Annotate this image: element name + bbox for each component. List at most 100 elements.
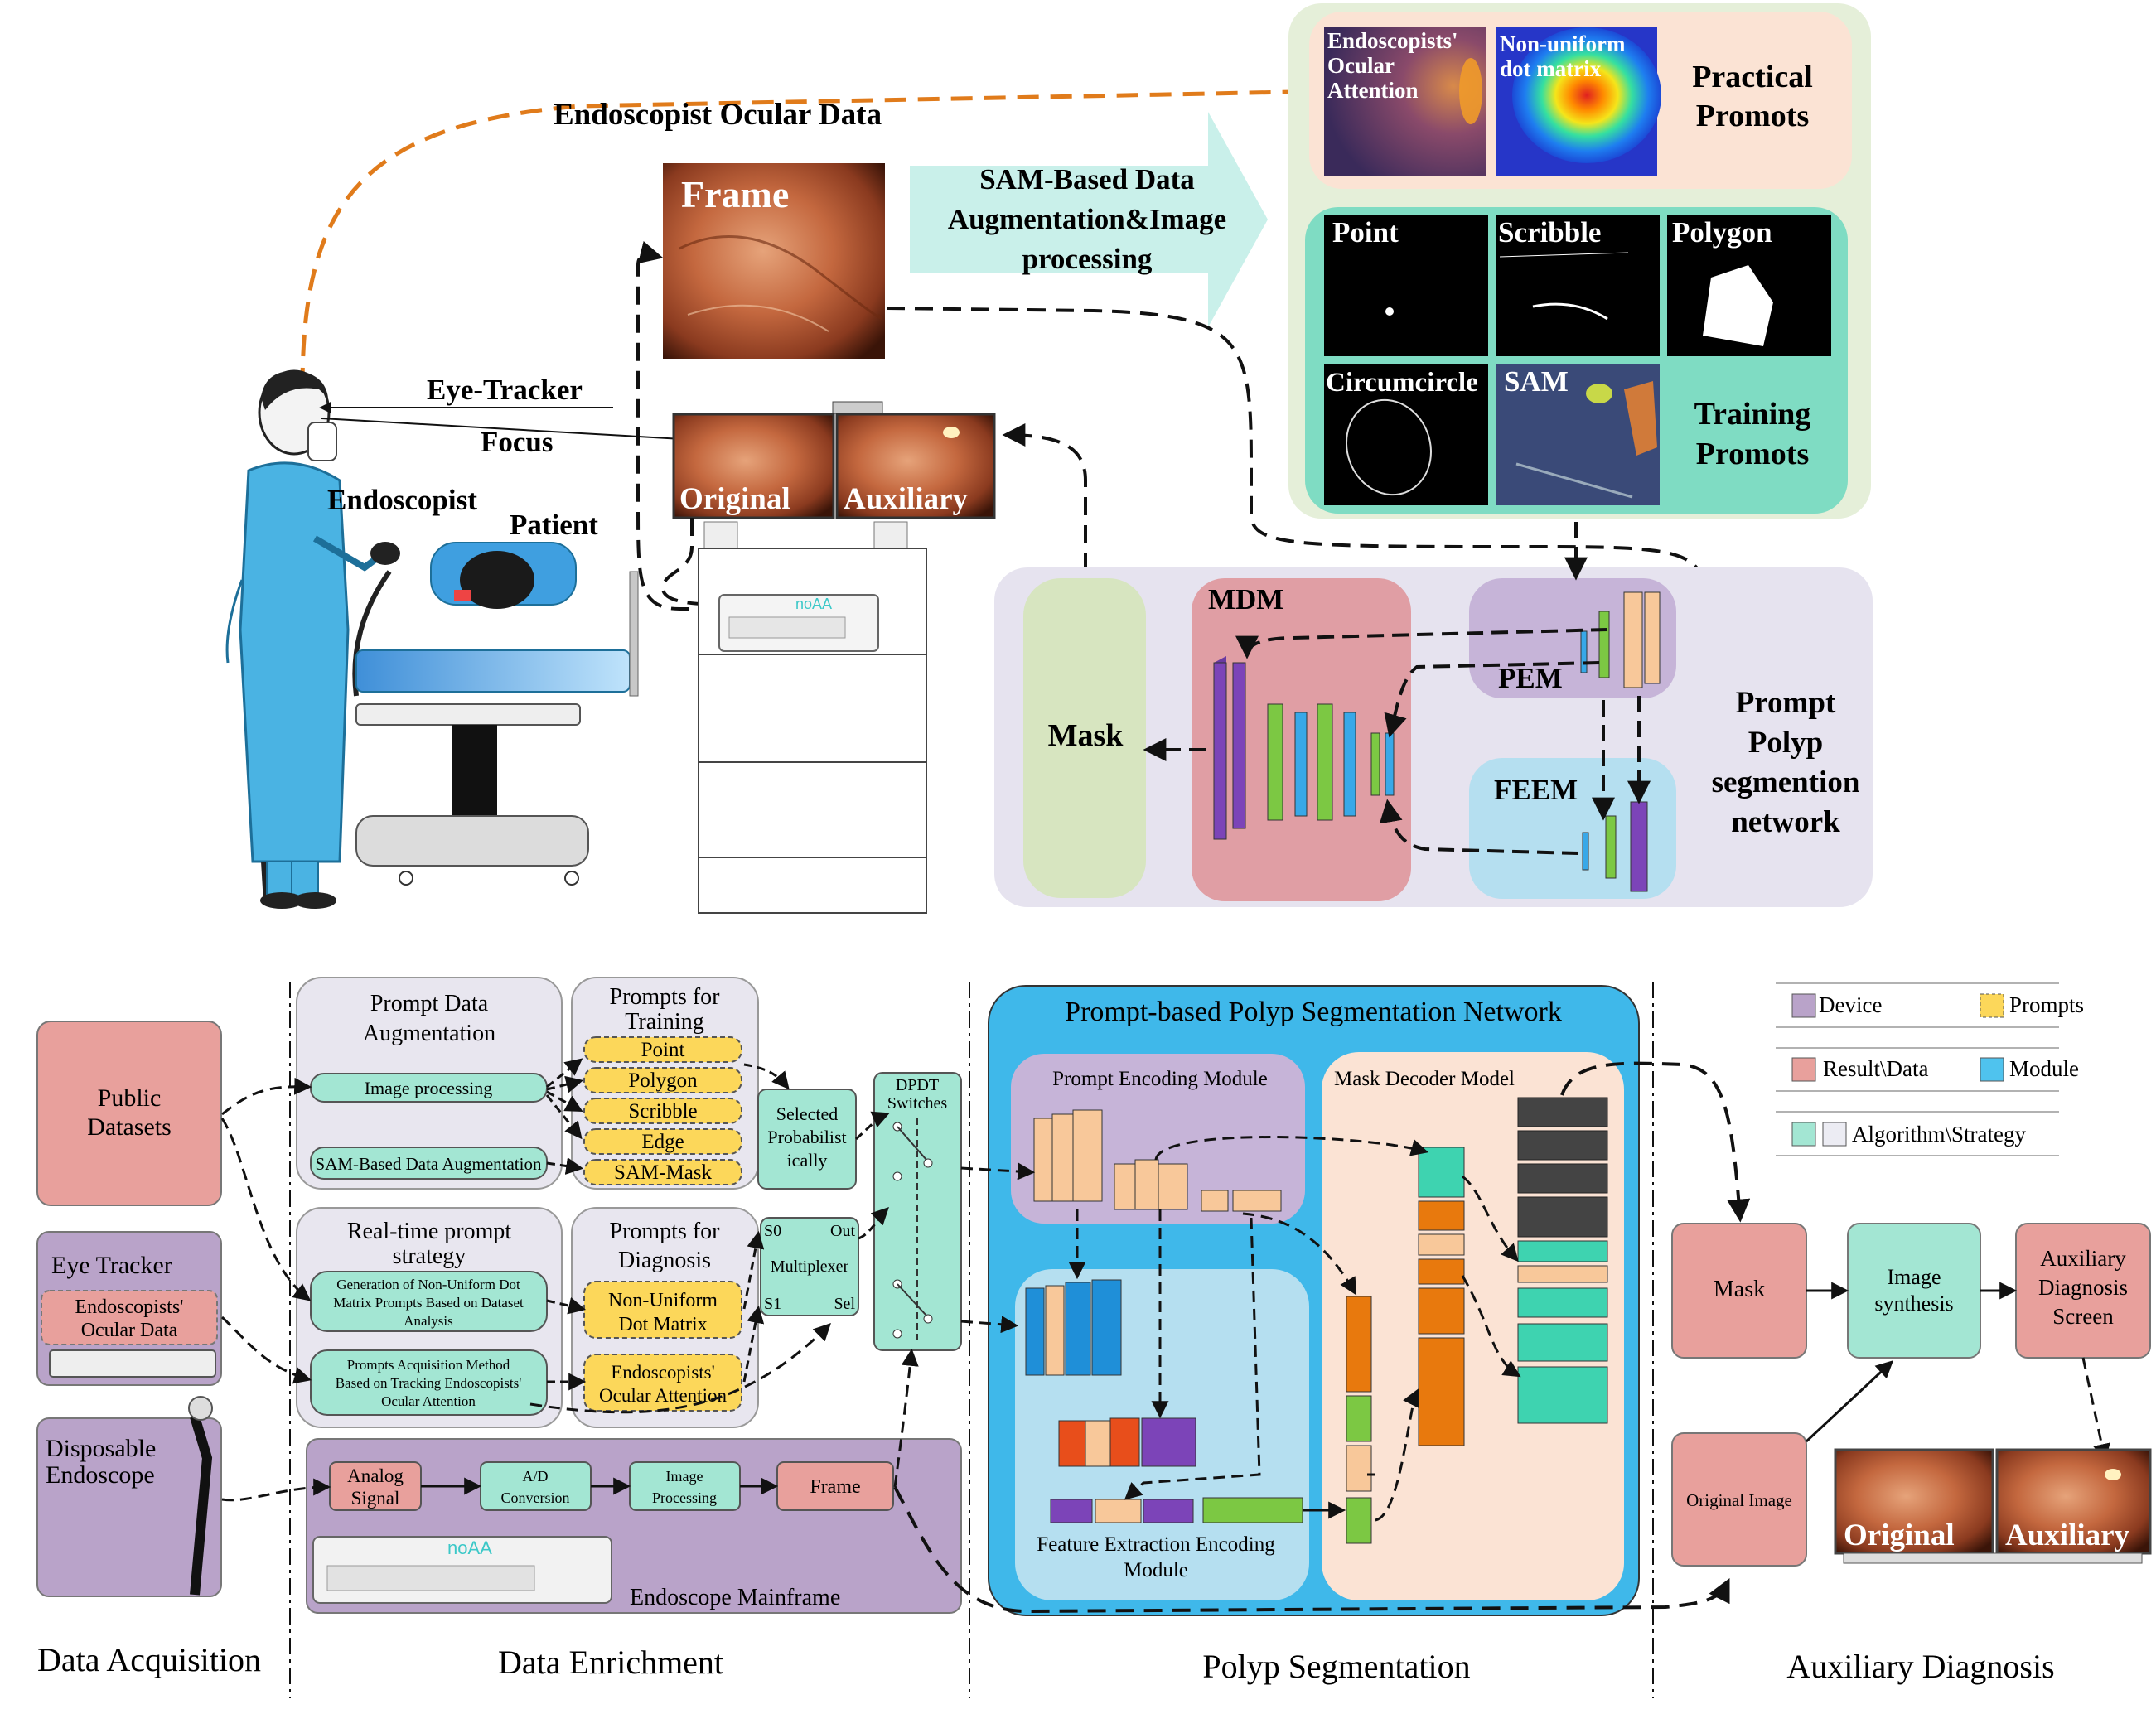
top-brand: noAA — [795, 596, 832, 612]
analog-line2: Signal — [351, 1488, 400, 1509]
feem-module-line2: Module — [1124, 1559, 1188, 1581]
diagnosis-monitors: Original Auxiliary — [1834, 1448, 2152, 1564]
prompts-for-diagnosis-box: Prompts for Diagnosis Non-Uniform Dot Ma… — [571, 1207, 759, 1428]
training-item-box — [583, 1036, 742, 1063]
sam-prompt: SAM — [1496, 364, 1660, 505]
mdm-module-blocks — [1346, 1097, 1608, 1544]
imgproc-line2: Processing — [652, 1489, 717, 1506]
pda-line1: Prompt Data — [370, 991, 489, 1016]
mux-label: Multiplexer — [771, 1258, 849, 1276]
practical-title-2: Promots — [1696, 99, 1810, 133]
dpdt-line1: DPDT — [896, 1076, 939, 1094]
acq-line2: Based on Tracking Endoscopists' — [336, 1375, 522, 1391]
cart — [698, 521, 927, 914]
auxiliary-screen-box: Auxiliary Diagnosis Screen — [2015, 1223, 2151, 1359]
multiplexer-box: S0 Out Multiplexer S1 Sel — [760, 1217, 859, 1316]
polygon-prompt: Polygon — [1667, 215, 1831, 356]
rts-line1: Real-time prompt — [347, 1219, 512, 1244]
ocular-att-line2: Ocular Attention — [599, 1385, 727, 1406]
pft-line1: Prompts for — [610, 984, 721, 1010]
frame-image: Frame — [663, 163, 885, 359]
endoscope-mainframe-box: Analog Signal A/D Conversion Image Proce… — [306, 1438, 962, 1614]
training-item-label: Scribble — [628, 1100, 697, 1122]
legend-algorithm: Algorithm\Strategy — [1852, 1122, 2026, 1147]
training-item-label: Point — [641, 1039, 685, 1061]
endoscopist-label: Endoscopist — [327, 484, 477, 516]
feem-label: FEEM — [1494, 774, 1578, 806]
mask-to-monitor-arrow — [1002, 423, 1087, 572]
ocular-line2: Ocular Data — [81, 1320, 178, 1341]
original-image-label: Original Image — [1686, 1490, 1792, 1510]
attention-line1: Endoscopists' — [1327, 28, 1458, 53]
endoscope-mainframe-top: noAA — [718, 594, 879, 652]
training-title-1: Training — [1694, 397, 1811, 432]
disposable-line1: Disposable — [46, 1435, 156, 1462]
synthesis-line2: synthesis — [1874, 1291, 1953, 1316]
bottom-original-label: Original — [1844, 1518, 1955, 1552]
frame-label: Frame — [681, 173, 789, 215]
original-image-box: Original Image — [1671, 1432, 1807, 1567]
synthesis-line1: Image — [1888, 1265, 1941, 1289]
sam-aug-label: SAM-Based Data Augmentation — [316, 1154, 542, 1174]
mainframe-to-frame-arrow — [636, 240, 746, 611]
point-prompt: Point — [1324, 215, 1488, 356]
ocular-data-arrow — [300, 77, 1340, 390]
bottom-auxiliary-label: Auxiliary — [2005, 1518, 2130, 1552]
training-title-2: Promots — [1696, 437, 1810, 471]
public-line2: Datasets — [87, 1113, 172, 1141]
selected-probabilistically-box: Selected Probabilist ically — [757, 1089, 857, 1190]
network-line2: Polyp — [1748, 726, 1823, 760]
network-line4: network — [1731, 805, 1840, 839]
ocular-data-label: Endoscopist Ocular Data — [554, 98, 882, 132]
eye-tracker-box: Eye Tracker Endoscopists' Ocular Data — [36, 1231, 222, 1386]
endoscopist-figure — [225, 369, 400, 909]
scribble-label: Scribble — [1498, 216, 1601, 249]
sel-line2: Probabilist — [767, 1127, 846, 1147]
mask-box-label: Mask — [1714, 1277, 1765, 1302]
feem-module-line1: Feature Extraction Encoding — [1037, 1533, 1275, 1556]
mux-sel: Sel — [834, 1295, 855, 1313]
monitor-to-mainframe-arrow — [660, 518, 742, 616]
legend-module: Module — [2009, 1056, 2079, 1081]
dotmatrix-line2: dot matrix — [1500, 56, 1602, 81]
imgproc-line1: Image — [666, 1468, 703, 1485]
ocular-line1: Endoscopists' — [75, 1296, 184, 1318]
analog-line1: Analog — [347, 1465, 404, 1486]
patient-bed — [355, 542, 639, 886]
top-auxiliary-label: Auxiliary — [844, 482, 969, 516]
focus-label: Focus — [481, 426, 554, 458]
dpdt-line2: Switches — [887, 1094, 947, 1113]
frame-to-prompt-network-arrow — [886, 307, 1709, 846]
training-item-label: Edge — [641, 1131, 684, 1153]
polygon-label: Polygon — [1672, 216, 1772, 249]
attention-line2: Ocular — [1327, 53, 1395, 78]
practical-title-1: Practical — [1692, 60, 1813, 94]
training-items: Point Polygon Scribble Edge SAM-Mask — [583, 1036, 742, 1185]
dpdt-switches-box: DPDT Switches — [873, 1072, 962, 1351]
mask-box: Mask — [1671, 1223, 1807, 1359]
pem-blocks — [1580, 591, 1661, 688]
eye-tracker-box-label: Eye Tracker — [51, 1252, 172, 1279]
sam-label: SAM — [1504, 365, 1569, 398]
feem-to-mdm-arrow — [1379, 799, 1579, 855]
rts-line2: strategy — [393, 1243, 466, 1269]
training-item-label: SAM-Mask — [614, 1161, 713, 1184]
mdm-label: MDM — [1208, 583, 1283, 616]
pft-line2: Training — [625, 1009, 703, 1035]
pem-module-label: Prompt Encoding Module — [1052, 1068, 1268, 1090]
feem-module-blocks — [1025, 1279, 1303, 1523]
public-line1: Public — [98, 1084, 162, 1112]
nonuniform-line1: Non-Uniform — [608, 1290, 718, 1311]
pfd-line2: Diagnosis — [618, 1248, 711, 1273]
gen-line2: Matrix Prompts Based on Dataset — [333, 1295, 524, 1311]
circumcircle-label: Circumcircle — [1326, 368, 1478, 398]
dotmatrix-line1: Non-uniform — [1500, 31, 1626, 56]
gen-line1: Generation of Non-Uniform Dot — [336, 1277, 520, 1292]
realtime-strategy-box: Real-time prompt strategy Generation of … — [296, 1207, 563, 1428]
pem-label: PEM — [1498, 662, 1563, 694]
section-polyp-segmentation: Polyp Segmentation — [1202, 1648, 1470, 1685]
pfd-line1: Prompts for — [610, 1219, 721, 1244]
acq-line1: Prompts Acquisition Method — [347, 1357, 510, 1373]
patient-label: Patient — [510, 509, 598, 541]
